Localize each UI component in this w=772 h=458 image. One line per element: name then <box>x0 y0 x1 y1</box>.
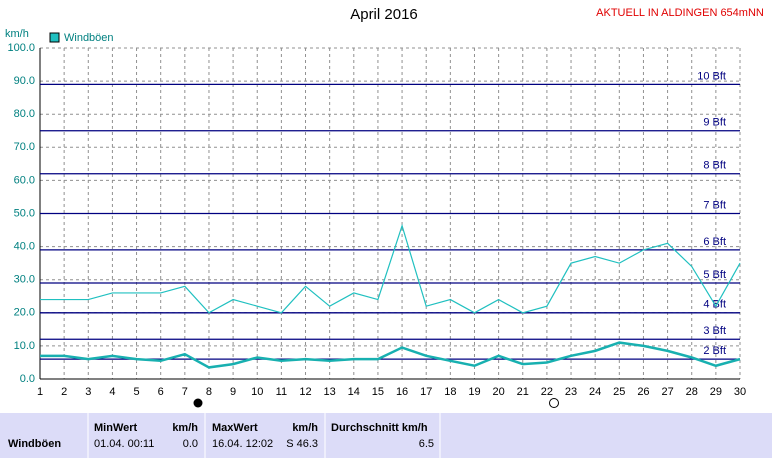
chart-title: April 2016 <box>350 6 418 23</box>
x-tick-label: 2 <box>61 386 67 398</box>
x-tick-label: 14 <box>348 386 360 398</box>
x-tick-label: 13 <box>324 386 336 398</box>
table-header: MaxWert <box>212 422 258 434</box>
y-tick-label: 80.0 <box>14 108 35 120</box>
x-tick-label: 29 <box>710 386 722 398</box>
x-tick-label: 1 <box>37 386 43 398</box>
x-tick-label: 7 <box>182 386 188 398</box>
x-tick-label: 23 <box>565 386 577 398</box>
table-row-label: Windböen <box>8 438 61 450</box>
x-tick-label: 25 <box>613 386 625 398</box>
y-tick-label: 30.0 <box>14 274 35 286</box>
y-tick-label: 90.0 <box>14 75 35 87</box>
x-tick-label: 6 <box>158 386 164 398</box>
x-tick-label: 24 <box>589 386 601 398</box>
beaufort-label: 5 Bft <box>703 269 726 281</box>
x-tick-label: 9 <box>230 386 236 398</box>
legend-swatch <box>49 32 60 43</box>
table-header: km/h <box>292 422 318 434</box>
table-cell: S 46.3 <box>286 438 318 450</box>
x-tick-label: 17 <box>420 386 432 398</box>
legend-label: Windböen <box>64 32 114 44</box>
table-header: km/h <box>172 422 198 434</box>
x-tick-label: 11 <box>276 386 287 398</box>
x-tick-label: 28 <box>686 386 698 398</box>
beaufort-label: 9 Bft <box>703 117 726 129</box>
full-moon-icon <box>549 398 559 408</box>
y-tick-label: 50.0 <box>14 207 35 219</box>
new-moon-icon <box>193 398 203 408</box>
y-tick-label: 40.0 <box>14 241 35 253</box>
table-bg <box>0 413 772 458</box>
x-tick-label: 27 <box>661 386 673 398</box>
beaufort-label: 7 Bft <box>703 199 726 211</box>
x-tick-label: 10 <box>251 386 263 398</box>
y-tick-label: 100.0 <box>7 42 35 54</box>
table-header: Durchschnitt km/h <box>331 422 428 434</box>
y-tick-label: 70.0 <box>14 141 35 153</box>
x-tick-label: 21 <box>517 386 529 398</box>
x-tick-label: 18 <box>444 386 456 398</box>
x-tick-label: 22 <box>541 386 553 398</box>
y-tick-label: 60.0 <box>14 174 35 186</box>
x-tick-label: 8 <box>206 386 212 398</box>
y-tick-label: 0.0 <box>20 373 35 385</box>
x-tick-label: 4 <box>109 386 115 398</box>
x-tick-label: 15 <box>372 386 384 398</box>
x-tick-label: 19 <box>468 386 480 398</box>
data-line <box>40 341 741 369</box>
beaufort-label: 3 Bft <box>703 325 726 337</box>
x-tick-label: 16 <box>396 386 408 398</box>
table-cell: 16.04. 12:02 <box>212 438 273 450</box>
data-line <box>40 223 741 314</box>
x-tick-label: 20 <box>492 386 504 398</box>
beaufort-label: 6 Bft <box>703 236 726 248</box>
table-cell: 6.5 <box>419 438 434 450</box>
x-tick-label: 12 <box>299 386 311 398</box>
x-tick-label: 30 <box>734 386 746 398</box>
stats-table: MinWert km/h MaxWert km/h Durchschnitt k… <box>0 413 772 458</box>
y-tick-label: 20.0 <box>14 307 35 319</box>
beaufort-label: 8 Bft <box>703 160 726 172</box>
x-tick-label: 26 <box>637 386 649 398</box>
table-header: MinWert <box>94 422 138 434</box>
y-axis-label: km/h <box>5 28 29 40</box>
x-tick-label: 5 <box>133 386 139 398</box>
x-tick-label: 3 <box>85 386 91 398</box>
beaufort-label: 2 Bft <box>703 345 726 357</box>
y-tick-label: 10.0 <box>14 340 35 352</box>
plot: 0.0 10.0 20.0 30.0 40.0 50.0 60.0 70.0 80.0 90.0 1… <box>7 42 746 398</box>
chart-subtitle: AKTUELL IN ALDINGEN 654mNN <box>596 7 764 19</box>
table-cell: 0.0 <box>183 438 198 450</box>
table-cell: 01.04. 00:11 <box>94 438 154 450</box>
beaufort-label: 10 Bft <box>697 70 726 82</box>
